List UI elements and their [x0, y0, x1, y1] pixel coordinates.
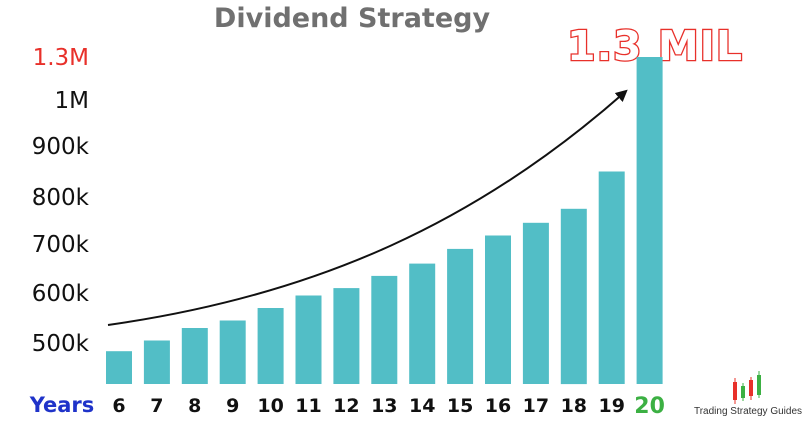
x-axis-ticks: 6 7 8 9 10 11 12 13 14 15 16 17 18 19 20 [112, 394, 665, 419]
x-tick-label: 8 [188, 395, 201, 417]
x-tick-label: 20 [634, 394, 665, 419]
x-tick-label: 6 [112, 395, 125, 417]
bar-year-10 [257, 308, 284, 384]
bar-year-13 [371, 275, 398, 384]
y-tick-label: 1M [55, 88, 89, 114]
bar-year-7 [143, 340, 170, 384]
brand-name: Trading Strategy Guides [694, 406, 802, 417]
bar-year-15 [447, 248, 474, 384]
x-tick-label: 16 [485, 395, 511, 417]
y-axis-ticks: 1.3M 1M 900k 800k 700k 600k 500k [32, 45, 90, 357]
x-tick-label: 18 [561, 395, 587, 417]
x-tick-label: 14 [409, 395, 435, 417]
x-tick-label: 11 [295, 395, 321, 417]
bar-year-20 [636, 57, 663, 384]
bar-year-12 [333, 288, 360, 384]
bar-year-17 [522, 222, 549, 384]
bar-year-18 [560, 208, 587, 385]
y-tick-label: 1.3M [33, 45, 89, 71]
bar-year-16 [485, 235, 511, 384]
bar-series [106, 57, 663, 385]
annotation-callout: 1.3 MIL [567, 22, 743, 70]
candlestick-logo-icon [733, 371, 761, 404]
y-tick-label: 800k [32, 185, 90, 211]
bar-year-11 [295, 295, 322, 384]
x-axis-label: Years [29, 393, 95, 417]
bar-year-19 [598, 171, 625, 384]
bar-year-14 [409, 263, 436, 384]
x-tick-label: 10 [257, 395, 283, 417]
x-tick-label: 13 [371, 395, 397, 417]
bar-year-6 [106, 351, 132, 384]
chart-title: Dividend Strategy [214, 3, 491, 34]
y-tick-label: 900k [32, 134, 90, 160]
y-tick-label: 700k [32, 232, 90, 258]
x-tick-label: 19 [598, 395, 624, 417]
trend-arrow [107, 89, 628, 326]
x-tick-label: 15 [447, 395, 473, 417]
bar-year-9 [219, 320, 246, 384]
x-tick-label: 9 [226, 395, 239, 417]
bar-year-8 [181, 328, 208, 384]
x-tick-label: 12 [333, 395, 359, 417]
y-tick-label: 600k [32, 281, 90, 307]
x-tick-label: 7 [150, 395, 163, 417]
x-tick-label: 17 [523, 395, 549, 417]
y-tick-label: 500k [32, 331, 90, 357]
